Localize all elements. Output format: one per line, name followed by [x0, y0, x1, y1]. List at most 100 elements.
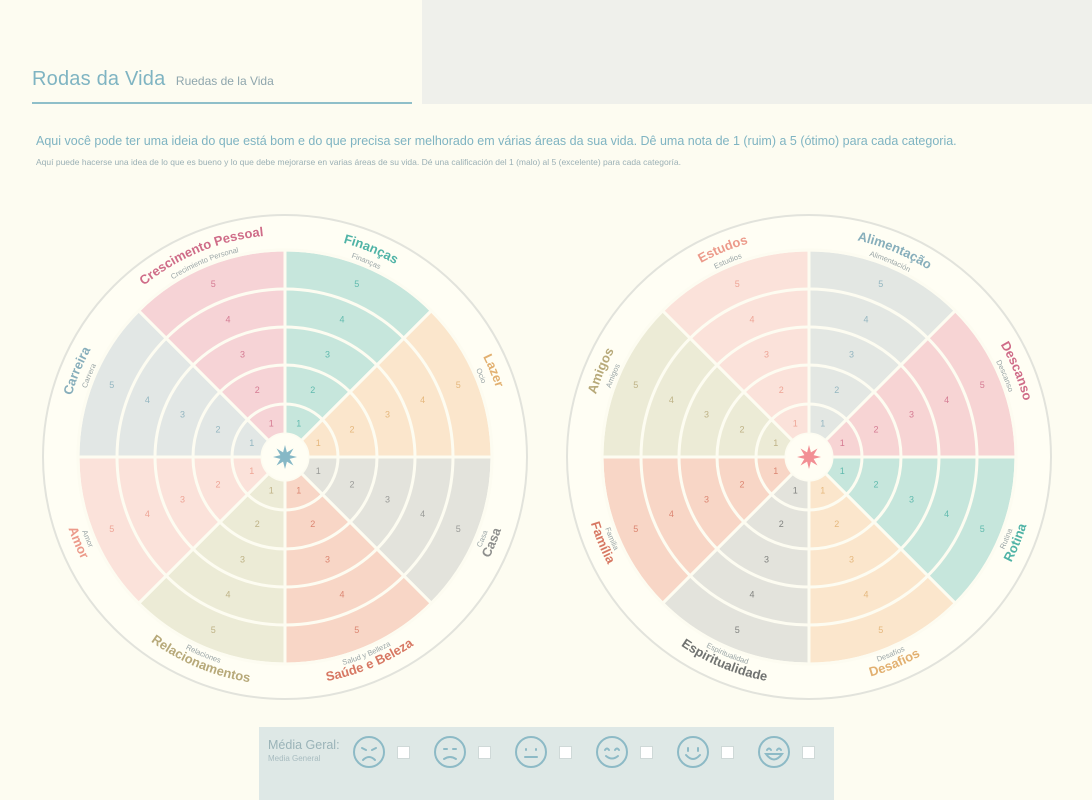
mood-checkbox[interactable]	[397, 746, 410, 759]
content-face-icon	[595, 735, 629, 769]
ring-border	[191, 363, 379, 551]
ring-number: 5	[980, 380, 985, 390]
ring-number: 1	[793, 485, 798, 495]
ring-number: 3	[909, 410, 914, 420]
ring-number: 5	[456, 524, 461, 534]
ring-number: 1	[820, 485, 825, 495]
ring-number: 4	[864, 590, 869, 600]
wheel-center-star-icon	[273, 445, 297, 469]
ring-number: 2	[255, 519, 260, 529]
page-subtitle: Ruedas de la Vida	[175, 74, 274, 88]
mood-checkbox[interactable]	[559, 746, 572, 759]
wheel-2: 12345AlimentaçãoAlimentación12345Descans…	[566, 214, 1052, 700]
neutral-face-icon	[514, 735, 548, 769]
ring-number: 2	[779, 519, 784, 529]
ring-number: 4	[944, 395, 949, 405]
ring-number: 1	[249, 438, 254, 448]
page-title-block: Rodas da Vida Ruedas de la Vida	[32, 68, 412, 104]
ring-number: 5	[211, 279, 216, 289]
ring-number: 5	[735, 625, 740, 635]
ring-number: 4	[225, 314, 230, 324]
ring-number: 4	[225, 590, 230, 600]
ring-number: 2	[310, 385, 315, 395]
wheel-center-star-icon	[797, 445, 821, 469]
very-happy-face-icon	[757, 735, 791, 769]
ring-number: 4	[420, 509, 425, 519]
ring-number: 3	[240, 349, 245, 359]
ring-number: 3	[704, 410, 709, 420]
ring-number: 2	[834, 385, 839, 395]
ring-number: 1	[296, 419, 301, 429]
ring-border	[600, 248, 1018, 666]
ring-number: 3	[849, 555, 854, 565]
ring-number: 3	[704, 494, 709, 504]
header-panel	[422, 0, 1092, 104]
ring-number: 5	[109, 524, 114, 534]
ring-number: 1	[840, 438, 845, 448]
ring-number: 5	[980, 524, 985, 534]
ring-number: 4	[669, 395, 674, 405]
ring-border	[115, 287, 455, 627]
ring-number: 3	[180, 494, 185, 504]
ring-number: 2	[779, 385, 784, 395]
ring-number: 5	[633, 524, 638, 534]
ring-number: 2	[216, 480, 221, 490]
ring-number: 5	[211, 625, 216, 635]
ring-number: 2	[216, 424, 221, 434]
ring-border	[230, 402, 340, 512]
ring-number: 5	[735, 279, 740, 289]
page-title: Rodas da Vida	[32, 68, 166, 90]
ring-number: 3	[849, 349, 854, 359]
ring-number: 5	[456, 380, 461, 390]
ring-number: 3	[909, 494, 914, 504]
ring-number: 4	[749, 590, 754, 600]
intro-text-es: Aquí puede hacerse una idea de lo que es…	[36, 157, 681, 167]
mood-checkbox[interactable]	[802, 746, 815, 759]
very-sad-face-icon	[352, 735, 386, 769]
average-label: Média Geral: Media General	[268, 738, 340, 763]
ring-border	[639, 287, 979, 627]
ring-number: 2	[310, 519, 315, 529]
ring-number: 4	[145, 395, 150, 405]
mood-checkbox[interactable]	[640, 746, 653, 759]
ring-number: 5	[354, 625, 359, 635]
ring-number: 2	[740, 424, 745, 434]
ring-number: 1	[269, 485, 274, 495]
ring-number: 4	[864, 314, 869, 324]
ring-number: 1	[316, 438, 321, 448]
ring-number: 1	[316, 466, 321, 476]
intro-text-pt: Aqui você pode ter uma ideia do que está…	[36, 134, 957, 148]
mood-checkbox[interactable]	[478, 746, 491, 759]
ring-number: 5	[878, 279, 883, 289]
ring-number: 4	[749, 314, 754, 324]
ring-border	[754, 402, 864, 512]
ring-number: 5	[109, 380, 114, 390]
ring-number: 3	[385, 410, 390, 420]
ring-number: 3	[180, 410, 185, 420]
ring-number: 1	[296, 485, 301, 495]
ring-border	[677, 325, 941, 589]
ring-border	[76, 248, 494, 666]
ring-number: 2	[873, 480, 878, 490]
ring-number: 3	[325, 349, 330, 359]
sad-face-icon	[433, 735, 467, 769]
ring-number: 4	[340, 314, 345, 324]
ring-number: 3	[240, 555, 245, 565]
ring-number: 1	[249, 466, 254, 476]
ring-border	[153, 325, 417, 589]
ring-number: 5	[633, 380, 638, 390]
ring-number: 4	[669, 509, 674, 519]
ring-number: 2	[255, 385, 260, 395]
ring-number: 3	[325, 555, 330, 565]
ring-number: 4	[420, 395, 425, 405]
ring-number: 1	[269, 419, 274, 429]
ring-number: 4	[944, 509, 949, 519]
mood-checkbox[interactable]	[721, 746, 734, 759]
ring-border	[715, 363, 903, 551]
ring-number: 1	[840, 466, 845, 476]
ring-number: 1	[793, 419, 798, 429]
ring-number: 4	[340, 590, 345, 600]
ring-number: 2	[834, 519, 839, 529]
happy-face-icon	[676, 735, 710, 769]
